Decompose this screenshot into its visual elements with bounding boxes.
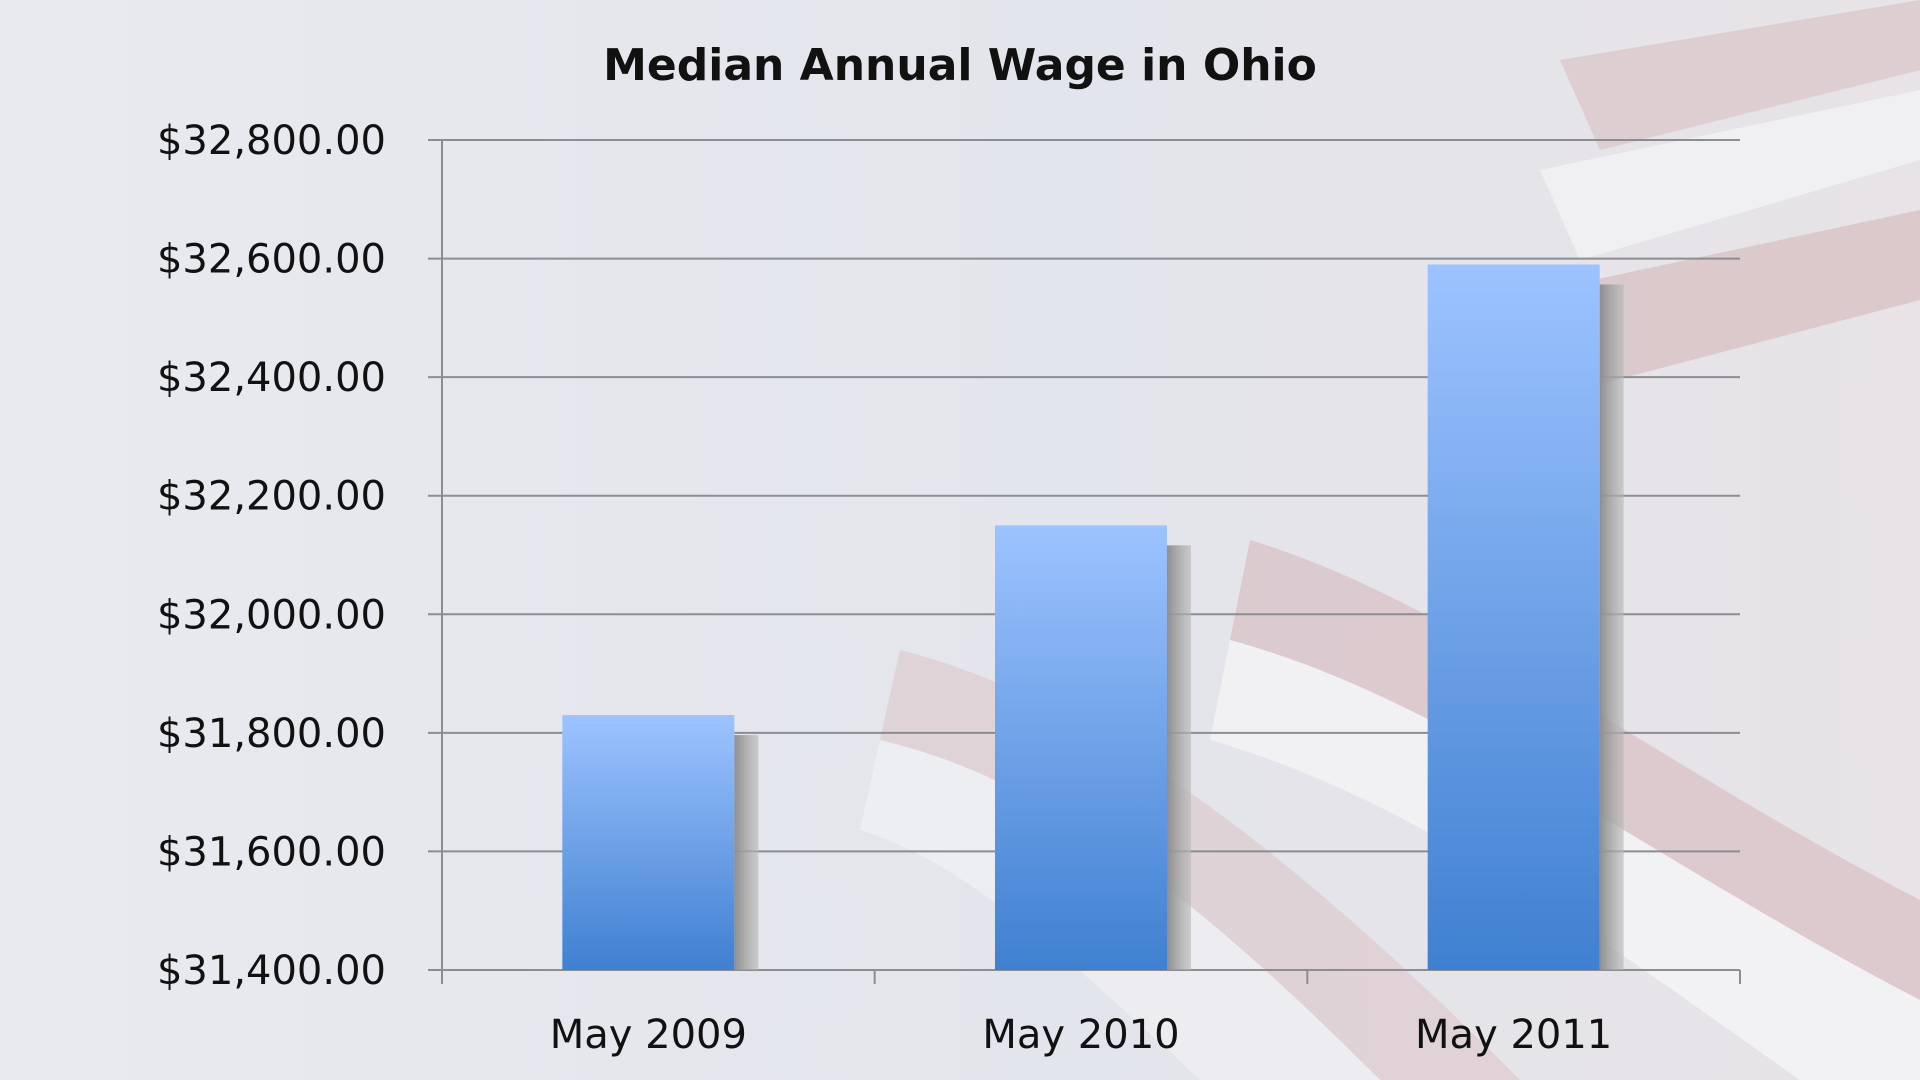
y-tick-label: $32,000.00 <box>157 592 386 638</box>
x-category-label: May 2009 <box>550 1012 747 1058</box>
bar-may-2010 <box>995 525 1167 970</box>
bar-shadow <box>1167 545 1191 970</box>
y-tick-label: $31,600.00 <box>157 829 386 875</box>
y-tick-label: $32,600.00 <box>157 237 386 283</box>
bar-may-2009 <box>562 715 735 970</box>
y-tick-label: $32,800.00 <box>157 118 386 164</box>
y-tick-label: $31,400.00 <box>157 948 386 994</box>
bar-shadow <box>734 735 759 970</box>
bar-may-2011 <box>1427 264 1600 970</box>
y-tick-label: $31,800.00 <box>157 711 386 757</box>
x-category-label: May 2010 <box>982 1012 1179 1058</box>
bar-shadow <box>1599 284 1624 970</box>
x-category-label: May 2011 <box>1415 1012 1612 1058</box>
y-tick-label: $32,400.00 <box>157 355 386 401</box>
chart-title: Median Annual Wage in Ohio <box>603 40 1317 91</box>
y-tick-label: $32,200.00 <box>157 474 386 520</box>
